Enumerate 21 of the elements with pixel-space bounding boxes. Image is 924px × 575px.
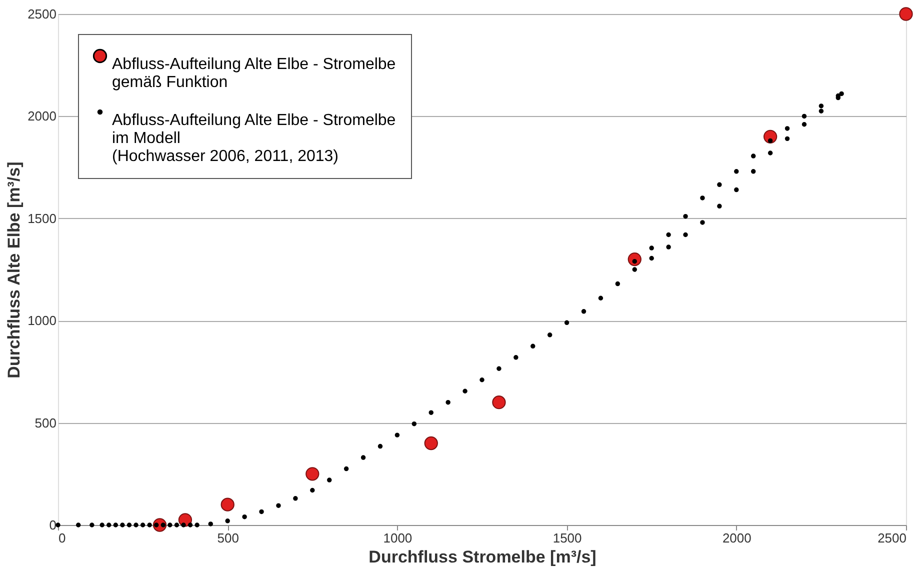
x-tick-label: 2500 (878, 530, 906, 546)
x-tick-label: 500 (217, 530, 239, 546)
point (306, 467, 320, 481)
point (899, 7, 913, 21)
point (220, 498, 234, 512)
x-tick-label: 1500 (552, 530, 582, 546)
legend-label: Abfluss-Aufteilung Alte Elbe - Stromelbe gemäß Funktion (112, 56, 396, 91)
x-tick-label: 1000 (383, 530, 412, 546)
y-tick-label: 2000 (28, 108, 56, 124)
x-tick-label: 2000 (722, 530, 752, 546)
y-tick-label: 0 (49, 518, 56, 532)
point (492, 396, 506, 410)
y-tick-label: 1500 (28, 210, 56, 226)
y-tick-label: 500 (34, 415, 56, 430)
x-tick-label: 0 (58, 530, 66, 546)
y-tick-label: 2500 (28, 6, 56, 22)
point (424, 436, 438, 450)
legend-label: Abfluss-Aufteilung Alte Elbe - Stromelbe im Modell (Hochwasser 2006, 2011, 2013) (112, 112, 396, 165)
y-axis-title: Durchfluss Alte Elbe [m³/s] (4, 162, 24, 378)
x-axis-title: Durchfluss Stromelbe [m³/s] (368, 548, 596, 566)
y-tick-label: 1000 (28, 313, 56, 328)
